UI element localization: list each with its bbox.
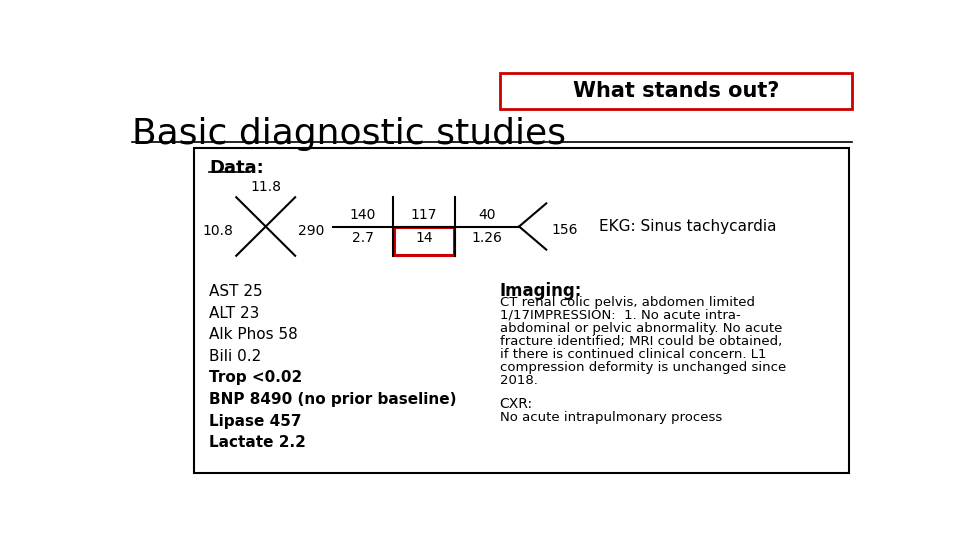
Text: 156: 156 (552, 222, 578, 237)
Text: Imaging:: Imaging: (500, 282, 582, 300)
Text: CXR:: CXR: (500, 397, 533, 411)
Text: 1/17IMPRESSION:  1. No acute intra-: 1/17IMPRESSION: 1. No acute intra- (500, 309, 740, 322)
Text: 10.8: 10.8 (203, 224, 233, 238)
Text: EKG: Sinus tachycardia: EKG: Sinus tachycardia (599, 219, 777, 234)
Text: 1.26: 1.26 (471, 231, 502, 245)
Text: 14: 14 (415, 231, 433, 245)
Text: BNP 8490 (no prior baseline): BNP 8490 (no prior baseline) (209, 392, 457, 407)
Bar (500, 72, 852, 110)
Text: 2.7: 2.7 (352, 231, 373, 245)
Text: Trop <0.02: Trop <0.02 (209, 370, 302, 386)
Text: 11.8: 11.8 (251, 180, 281, 194)
Text: AST 25: AST 25 (209, 284, 263, 299)
Text: Alk Phos 58: Alk Phos 58 (209, 327, 298, 342)
Text: 117: 117 (411, 208, 437, 222)
Text: ALT 23: ALT 23 (209, 306, 259, 321)
Text: compression deformity is unchanged since: compression deformity is unchanged since (500, 361, 786, 374)
Text: 40: 40 (478, 208, 495, 222)
Text: fracture identified; MRI could be obtained,: fracture identified; MRI could be obtain… (500, 335, 782, 348)
Text: Lactate 2.2: Lactate 2.2 (209, 435, 306, 450)
Text: abdominal or pelvic abnormality. No acute: abdominal or pelvic abnormality. No acut… (500, 322, 782, 335)
Bar (394, 227, 454, 255)
Text: Basic diagnostic studies: Basic diagnostic studies (132, 117, 565, 151)
Bar (194, 148, 849, 473)
Text: if there is continued clinical concern. L1: if there is continued clinical concern. … (500, 348, 766, 361)
Text: Data:: Data: (209, 159, 264, 177)
Text: 2018.: 2018. (500, 374, 538, 387)
Text: 290: 290 (299, 224, 324, 238)
Text: What stands out?: What stands out? (573, 81, 780, 101)
Text: 140: 140 (349, 208, 376, 222)
Text: No acute intrapulmonary process: No acute intrapulmonary process (500, 411, 722, 424)
Text: CT renal colic pelvis, abdomen limited: CT renal colic pelvis, abdomen limited (500, 296, 755, 309)
Text: Lipase 457: Lipase 457 (209, 414, 301, 429)
Text: Bili 0.2: Bili 0.2 (209, 349, 261, 364)
